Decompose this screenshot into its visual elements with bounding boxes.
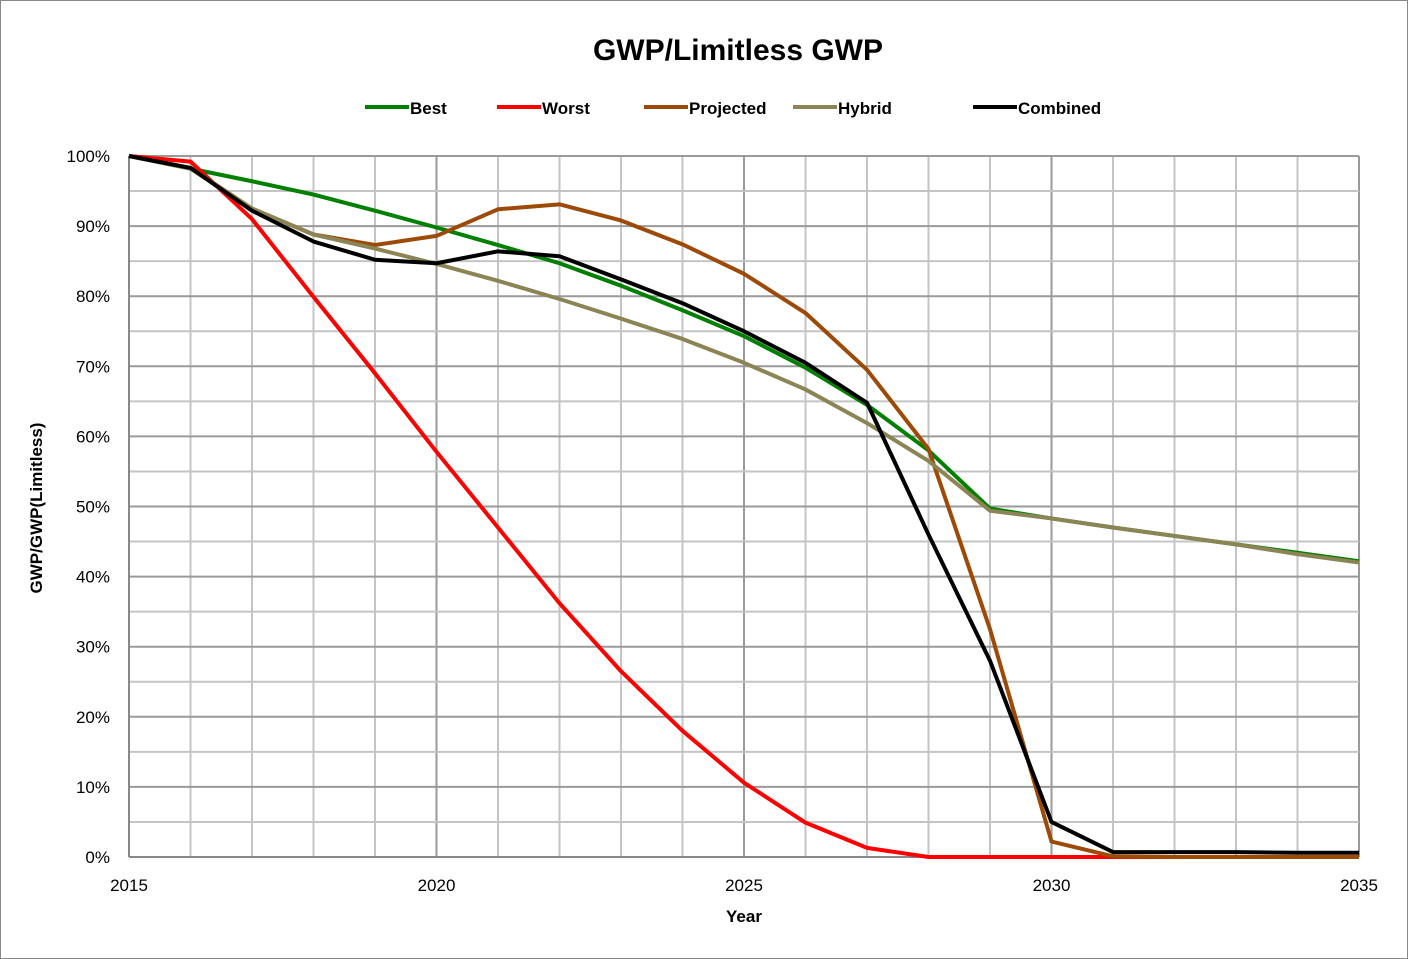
series-line-hybrid xyxy=(128,154,1360,565)
legend: Best Worst Projected Hybrid Combined xyxy=(365,99,1101,118)
x-axis-label: Year xyxy=(726,907,762,926)
grid xyxy=(128,155,1360,858)
x-tick-label: 2020 xyxy=(418,876,456,895)
chart-title: GWP/Limitless GWP xyxy=(593,34,883,67)
y-tick-label: 30% xyxy=(76,638,110,657)
series-lines xyxy=(128,154,1360,859)
y-tick-label: 20% xyxy=(76,708,110,727)
legend-label-projected: Projected xyxy=(689,99,766,118)
x-tick-label: 2035 xyxy=(1340,876,1378,895)
x-axis-ticks: 2015 2020 2025 2030 2035 xyxy=(110,876,1378,895)
y-tick-label: 70% xyxy=(76,357,110,376)
x-tick-label: 2025 xyxy=(725,876,763,895)
y-tick-label: 80% xyxy=(76,287,110,306)
legend-label-worst: Worst xyxy=(542,99,590,118)
x-tick-label: 2015 xyxy=(110,876,148,895)
y-axis-label: GWP/GWP(Limitless) xyxy=(27,423,46,594)
legend-label-best: Best xyxy=(410,99,447,118)
legend-label-hybrid: Hybrid xyxy=(838,99,892,118)
y-axis-ticks: 0% 10% 20% 30% 40% 50% 60% 70% 80% 90% 100% xyxy=(67,147,110,867)
legend-label-combined: Combined xyxy=(1018,99,1101,118)
y-tick-label: 0% xyxy=(85,848,110,867)
series-line-combined xyxy=(128,154,1359,855)
y-tick-label: 60% xyxy=(76,427,110,446)
y-tick-label: 40% xyxy=(76,568,110,587)
y-tick-label: 100% xyxy=(67,147,110,166)
y-tick-label: 90% xyxy=(76,217,110,236)
x-tick-label: 2030 xyxy=(1033,876,1071,895)
y-tick-label: 50% xyxy=(76,498,110,517)
y-tick-label: 10% xyxy=(76,778,110,797)
